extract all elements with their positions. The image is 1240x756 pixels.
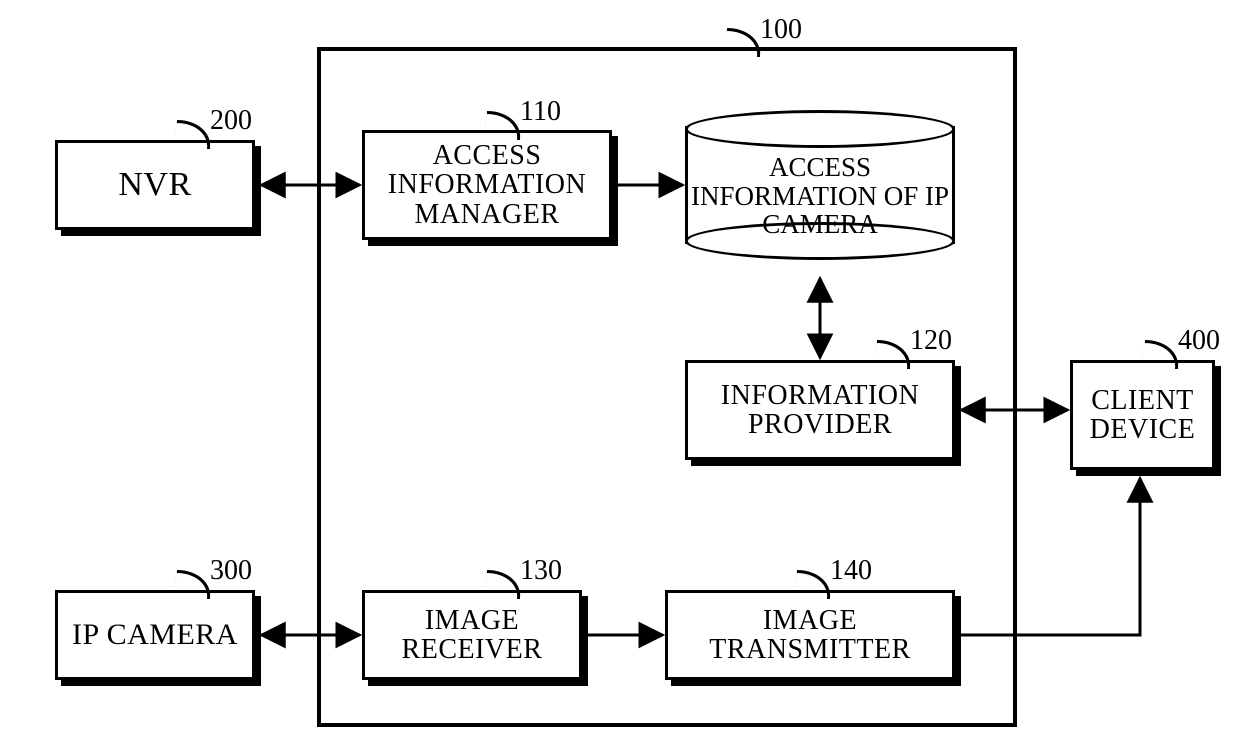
ref-curve-100 <box>723 28 764 57</box>
ref-200: 200 <box>210 105 252 137</box>
image-transmitter-label: IMAGE TRANSMITTER <box>668 606 952 665</box>
client-label: CLIENT DEVICE <box>1073 386 1212 445</box>
ref-300: 300 <box>210 555 252 587</box>
db-label: ACCESS INFORMATION OF IP CAMERA <box>685 142 955 250</box>
image-receiver-box: IMAGE RECEIVER <box>362 590 582 680</box>
client-box: CLIENT DEVICE <box>1070 360 1215 470</box>
ref-curve-300 <box>173 570 214 599</box>
ref-curve-400 <box>1141 340 1182 369</box>
nvr-box: NVR <box>55 140 255 230</box>
image-transmitter-box: IMAGE TRANSMITTER <box>665 590 955 680</box>
aim-label: ACCESS INFORMATION MANAGER <box>365 141 609 229</box>
ref-110: 110 <box>520 96 561 128</box>
ref-400: 400 <box>1178 325 1220 357</box>
info-provider-box: INFORMATION PROVIDER <box>685 360 955 460</box>
db-cylinder: ACCESS INFORMATION OF IP CAMERA <box>685 110 955 260</box>
image-receiver-label: IMAGE RECEIVER <box>365 606 579 665</box>
aim-box: ACCESS INFORMATION MANAGER <box>362 130 612 240</box>
ipcam-label: IP CAMERA <box>68 619 242 651</box>
ref-120: 120 <box>910 325 952 357</box>
info-provider-label: INFORMATION PROVIDER <box>688 381 952 440</box>
nvr-label: NVR <box>114 167 195 203</box>
ipcam-box: IP CAMERA <box>55 590 255 680</box>
ref-130: 130 <box>520 555 562 587</box>
ref-140: 140 <box>830 555 872 587</box>
ref-curve-200 <box>173 120 214 149</box>
ref-100: 100 <box>760 14 802 46</box>
